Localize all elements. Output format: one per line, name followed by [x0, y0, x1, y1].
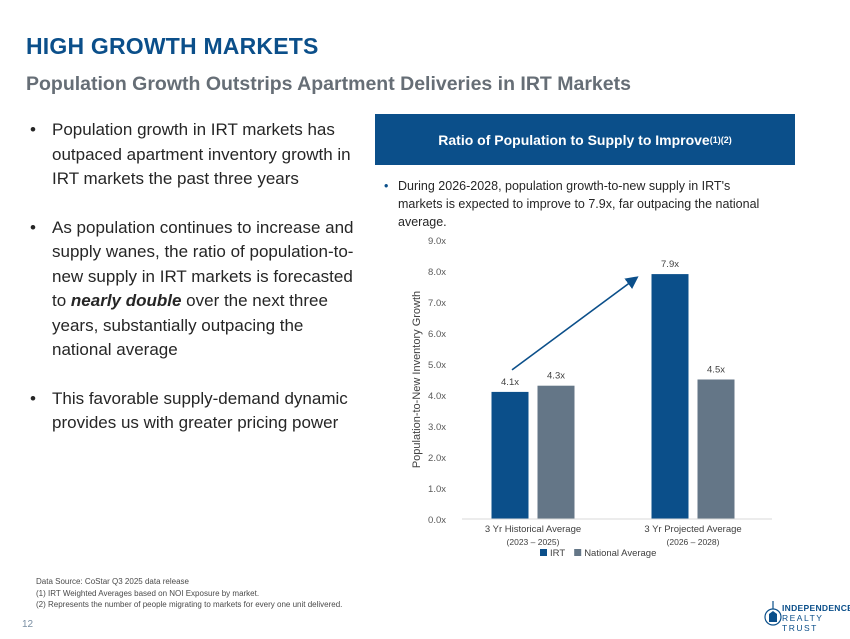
note-bullet: • — [384, 179, 389, 193]
y-axis-label: Population-to-New Inventory Growth — [411, 291, 423, 468]
bullet-dot: • — [30, 120, 36, 139]
footnotes: Data Source: CoStar Q3 2025 data release… — [36, 576, 342, 611]
bullet-emphasis: nearly double — [70, 291, 182, 310]
y-tick-label: 7.0x — [428, 298, 446, 309]
x-tick-label: 3 Yr Historical Average — [485, 524, 581, 535]
y-tick-label: 4.0x — [428, 391, 446, 402]
y-tick-label: 0.0x — [428, 515, 446, 526]
y-tick-label: 1.0x — [428, 484, 446, 495]
x-tick-sublabel: (2023 – 2025) — [507, 537, 560, 547]
bar-irt — [651, 274, 689, 519]
trend-arrow — [511, 276, 639, 371]
y-tick-label: 6.0x — [428, 329, 446, 340]
bullet-text: Population growth in IRT markets has out… — [52, 120, 351, 188]
bar-data-label: 7.9x — [661, 259, 679, 270]
page-number: 12 — [22, 619, 34, 630]
bar-chart: 0.0x 1.0x 2.0x 3.0x 4.0x 5.0x 6.0x 7.0x 8.0x 9.0x… — [411, 236, 772, 559]
bar-irt — [491, 391, 529, 519]
y-tick-label: 3.0x — [428, 422, 446, 433]
bar-national-average — [697, 379, 735, 519]
chart-banner: Ratio of Population to Supply to Improve… — [375, 114, 795, 165]
logo-line-2: REALTY TRUST — [782, 613, 824, 633]
bullet-dot: • — [30, 217, 36, 237]
footnote-1: (1) IRT Weighted Averages based on NOI E… — [36, 588, 260, 598]
legend-swatch — [574, 549, 582, 556]
y-tick-label: 2.0x — [428, 453, 446, 464]
x-tick-label: 3 Yr Projected Average — [644, 524, 741, 535]
bar-data-label: 4.5x — [707, 365, 725, 376]
page-subtitle: Population Growth Outstrips Apartment De… — [26, 73, 631, 95]
bar-data-label: 4.3x — [547, 371, 565, 382]
bar-national-average — [537, 385, 575, 519]
bullet-item: • This favorable supply-demand dynamic pr… — [30, 387, 360, 436]
legend-swatch — [540, 549, 547, 556]
legend-label: National Average — [584, 548, 656, 559]
banner-title: Ratio of Population to Supply to Improve — [438, 131, 710, 148]
bullet-text: This favorable supply-demand dynamic pro… — [52, 388, 348, 433]
bullet-dot: • — [30, 388, 36, 408]
y-tick-label: 9.0x — [428, 236, 446, 247]
chart-note-text: During 2026-2028, population growth-to-n… — [398, 179, 760, 229]
y-tick-label: 8.0x — [428, 267, 446, 278]
bullet-item: • Population growth in IRT markets has ou… — [30, 118, 360, 192]
company-logo-icon — [764, 601, 782, 626]
page-title: HIGH GROWTH MARKETS — [26, 33, 319, 59]
x-tick-sublabel: (2026 – 2028) — [667, 537, 720, 547]
logo-line-1: INDEPENDENCE — [782, 603, 850, 613]
company-logo-text: INDEPENDENCE REALTY TRUST — [782, 603, 850, 633]
bullet-item: • As population continues to increase and… — [30, 216, 360, 363]
bullet-list: • Population growth in IRT markets has ou… — [30, 118, 360, 460]
data-source: Data Source: CoStar Q3 2025 data release — [36, 577, 189, 586]
chart-note: • During 2026-2028, population growth-to… — [384, 177, 778, 231]
y-tick-label: 5.0x — [428, 360, 446, 371]
legend-label: IRT — [550, 548, 565, 559]
bullet-text: As population continues to increase and … — [52, 217, 354, 311]
footnote-2: (2) Represents the number of people migr… — [36, 600, 343, 609]
bullet-text-end: over the next three years, substantially… — [52, 291, 328, 359]
banner-footnote-ref: (1)(2) — [709, 134, 732, 145]
bar-data-label: 4.1x — [501, 377, 519, 388]
